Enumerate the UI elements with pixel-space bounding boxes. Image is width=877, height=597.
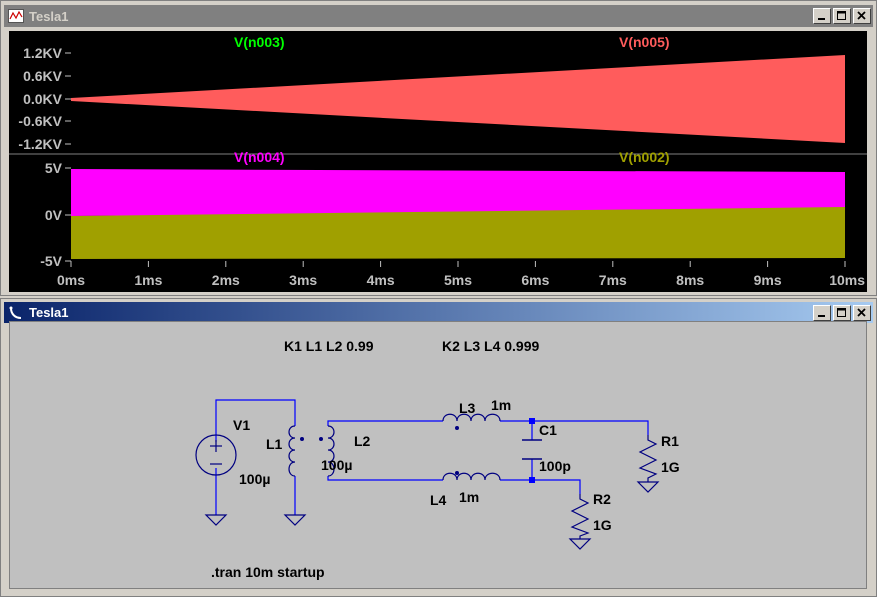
x-tick-label: 0ms <box>57 272 85 288</box>
x-tick-label: 5ms <box>444 272 472 288</box>
inductor-l3[interactable] <box>442 413 501 422</box>
component-value-c1[interactable]: 100p <box>539 458 571 474</box>
x-axis: 0ms 1ms 2ms 3ms 4ms 5ms 6ms 7ms 8ms 9ms 10ms <box>57 261 865 288</box>
schematic-canvas[interactable]: K1 L1 L2 0.99 K2 L3 L4 0.999 .tran 10m s… <box>9 321 867 589</box>
x-tick-label: 1ms <box>134 272 162 288</box>
component-name-r2[interactable]: R2 <box>593 491 611 507</box>
y-tick-label: 1.2KV <box>23 45 63 61</box>
waveform-window: Tesla1 V(n003) V(n005) 1.2KV 0.6KV 0.0KV <box>0 0 877 296</box>
polarity-dot <box>455 471 459 475</box>
schematic-icon <box>7 305 25 321</box>
waveform-title-bar[interactable]: Tesla1 <box>4 5 873 27</box>
trace-label-v-n004[interactable]: V(n004) <box>234 149 285 165</box>
component-value-r1[interactable]: 1G <box>661 459 680 475</box>
component-value-l3[interactable]: 1m <box>491 397 511 413</box>
pane2-y-ticks: 5V 0V -5V <box>40 160 71 269</box>
component-value-l2[interactable]: 100µ <box>321 457 352 473</box>
spice-directive-k1[interactable]: K1 L1 L2 0.99 <box>284 338 374 354</box>
ground-symbol <box>636 481 660 493</box>
waveform-icon <box>7 8 25 24</box>
waveform-window-title: Tesla1 <box>29 8 69 24</box>
schematic-window-title: Tesla1 <box>29 305 69 320</box>
component-name-l1[interactable]: L1 <box>266 436 283 452</box>
x-tick-label: 7ms <box>599 272 627 288</box>
component-name-c1[interactable]: C1 <box>539 422 557 438</box>
y-tick-label: 0.6KV <box>23 68 63 84</box>
component-name-r1[interactable]: R1 <box>661 433 679 449</box>
polarity-dot <box>455 426 459 430</box>
schematic-window: Tesla1 K1 L1 L2 0.99 K2 L3 L4 0.999 .tra… <box>0 298 877 597</box>
close-button[interactable] <box>853 305 871 321</box>
component-name-l3[interactable]: L3 <box>459 400 476 416</box>
x-tick-label: 3ms <box>289 272 317 288</box>
x-tick-label: 2ms <box>212 272 240 288</box>
x-tick-label: 9ms <box>754 272 782 288</box>
trace-v-n002-envelope <box>71 207 845 259</box>
trace-label-v-n005[interactable]: V(n005) <box>619 34 670 50</box>
resistor-r2[interactable] <box>570 494 590 539</box>
y-tick-label: -5V <box>40 253 62 269</box>
polarity-dot <box>319 437 323 441</box>
junction <box>529 418 535 424</box>
y-tick-label: 0.0KV <box>23 91 63 107</box>
inductor-l1[interactable] <box>288 425 296 477</box>
resistor-r1[interactable] <box>638 435 658 482</box>
x-tick-label: 6ms <box>521 272 549 288</box>
wires <box>215 399 649 515</box>
y-tick-label: 0V <box>45 207 63 223</box>
component-value-r2[interactable]: 1G <box>593 517 612 533</box>
maximize-button[interactable] <box>833 8 851 24</box>
component-name-l2[interactable]: L2 <box>354 433 371 449</box>
trace-v-n003-envelope <box>71 75 845 124</box>
x-tick-label: 4ms <box>367 272 395 288</box>
component-value-l1[interactable]: 100µ <box>239 471 270 487</box>
x-tick-label: 8ms <box>676 272 704 288</box>
inductor-l4[interactable] <box>442 472 501 481</box>
y-tick-label: 5V <box>45 160 63 176</box>
component-value-l4[interactable]: 1m <box>459 489 479 505</box>
x-tick-label: 10ms <box>829 272 865 288</box>
component-name-v1[interactable]: V1 <box>233 417 250 433</box>
plot-pane-2[interactable]: V(n004) V(n002) 5V 0V -5V <box>40 149 845 269</box>
ground-symbol <box>568 538 592 550</box>
y-tick-label: -0.6KV <box>18 113 62 129</box>
schematic-title-bar[interactable]: Tesla1 <box>4 302 873 323</box>
trace-v-n004-envelope <box>71 169 845 216</box>
spice-directive-k2[interactable]: K2 L3 L4 0.999 <box>442 338 539 354</box>
junction <box>529 477 535 483</box>
pane1-y-ticks: 1.2KV 0.6KV 0.0KV -0.6KV -1.2KV <box>18 45 71 152</box>
voltage-source-v1[interactable] <box>195 434 237 476</box>
capacitor-c1[interactable] <box>522 439 542 460</box>
plot-pane-1[interactable]: V(n003) V(n005) 1.2KV 0.6KV 0.0KV -0.6KV… <box>18 34 845 152</box>
y-tick-label: -1.2KV <box>18 136 62 152</box>
maximize-button[interactable] <box>833 305 851 321</box>
close-button[interactable] <box>853 8 871 24</box>
trace-label-v-n003[interactable]: V(n003) <box>234 34 285 50</box>
spice-directive-tran[interactable]: .tran 10m startup <box>211 564 325 580</box>
ground-symbol <box>204 514 228 526</box>
plot-area[interactable]: V(n003) V(n005) 1.2KV 0.6KV 0.0KV -0.6KV… <box>9 31 867 292</box>
polarity-dot <box>300 437 304 441</box>
inductor-l2[interactable] <box>327 425 335 477</box>
minimize-button[interactable] <box>813 8 831 24</box>
component-name-l4[interactable]: L4 <box>430 492 447 508</box>
ground-symbol <box>283 514 307 526</box>
trace-label-v-n002[interactable]: V(n002) <box>619 149 670 165</box>
minimize-button[interactable] <box>813 305 831 321</box>
